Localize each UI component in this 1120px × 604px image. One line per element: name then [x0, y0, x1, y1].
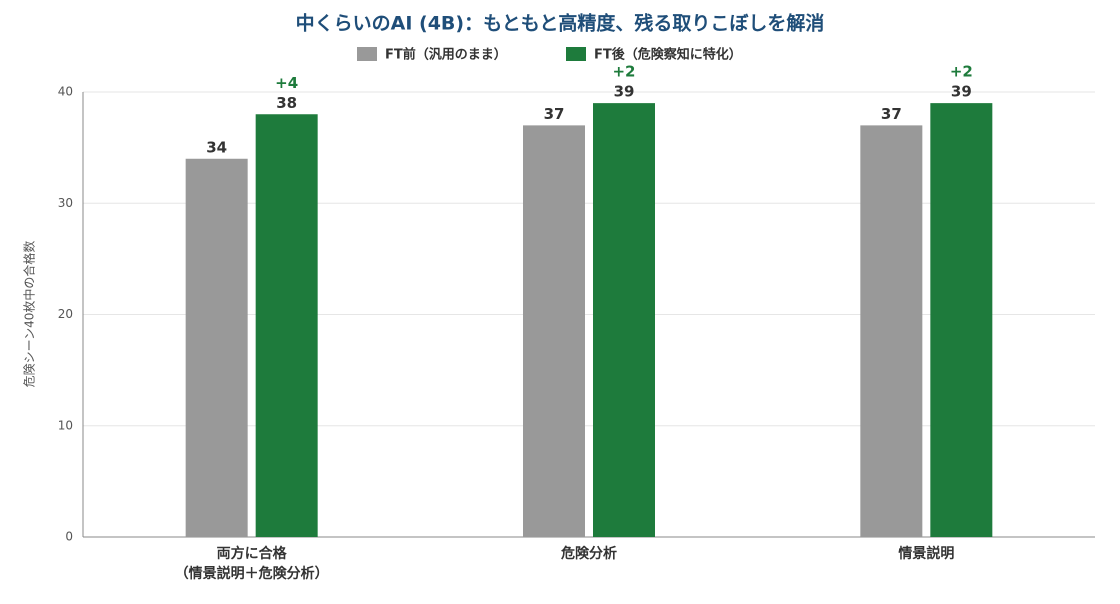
y-tick-label: 40 — [58, 85, 73, 99]
value-label: 39 — [614, 83, 635, 101]
chart-title: 中くらいのAI (4B)：もともと高精度、残る取りこぼしを解消 — [296, 12, 825, 35]
y-tick-label: 30 — [58, 196, 73, 210]
annotation: +2 — [950, 63, 973, 81]
bar — [255, 114, 318, 537]
value-label: 37 — [544, 105, 565, 123]
value-label: 39 — [951, 83, 972, 101]
annotation: +2 — [612, 63, 635, 81]
legend-swatch — [566, 47, 586, 61]
annotation: +4 — [275, 74, 298, 92]
legend-label: FT前（汎用のまま） — [385, 47, 507, 63]
y-tick-label: 0 — [65, 530, 73, 544]
bar — [930, 103, 993, 537]
x-tick-label: 危険分析 — [560, 545, 617, 562]
value-label: 38 — [276, 94, 297, 112]
x-tick-label: 両方に合格 — [217, 545, 288, 562]
x-tick-label: 情景説明 — [898, 545, 954, 562]
bar — [860, 125, 923, 537]
value-label: 37 — [881, 105, 902, 123]
y-tick-label: 10 — [58, 418, 73, 432]
legend-label: FT後（危険察知に特化） — [594, 47, 742, 63]
bar — [185, 158, 248, 537]
y-axis-label: 危険シーン40枚中の合格数 — [22, 241, 37, 388]
x-tick-label: （情景説明＋危険分析） — [175, 565, 329, 582]
bar — [523, 125, 585, 537]
legend-swatch — [357, 47, 377, 61]
value-label: 34 — [206, 138, 227, 156]
y-tick-label: 20 — [58, 307, 73, 321]
bar — [593, 103, 655, 537]
